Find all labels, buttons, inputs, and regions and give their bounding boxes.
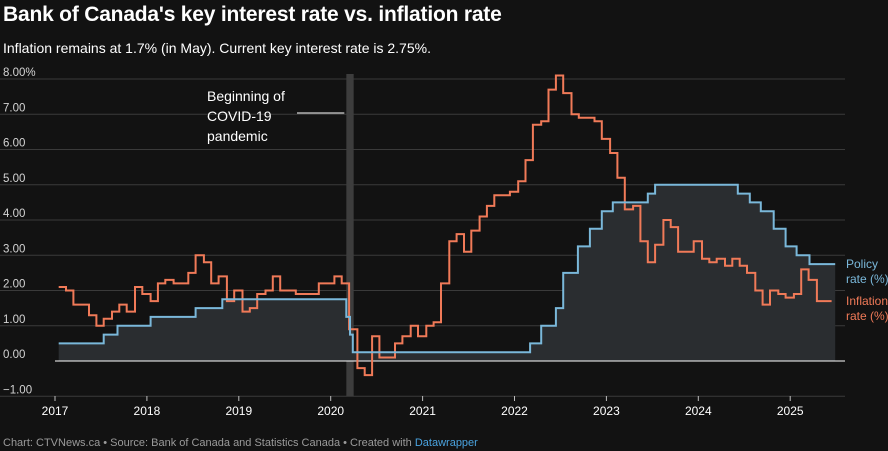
y-tick-label: 5.00 — [3, 173, 25, 185]
x-tick-label: 2024 — [685, 404, 712, 418]
y-tick-label: 2.00 — [3, 279, 25, 291]
y-axis: 8.00% 7.00 6.00 5.00 4.00 3.00 2.00 1.00 0.00 −1.… — [3, 67, 36, 396]
datawrapper-link[interactable]: Datawrapper — [414, 437, 478, 449]
x-tick-label: 2018 — [134, 404, 161, 418]
chart-title: Bank of Canada's key interest rate vs. i… — [3, 3, 502, 26]
inflation-rate-label: rate (%) — [846, 309, 888, 323]
annotation-text: COVID-19 — [207, 108, 272, 124]
inflation-rate-label: Inflation — [846, 294, 888, 308]
annotation-text: Beginning of — [207, 88, 285, 104]
chart-subtitle: Inflation remains at 1.7% (in May). Curr… — [3, 40, 431, 56]
y-tick-label: 4.00 — [3, 208, 25, 220]
x-tick-label: 2025 — [777, 404, 804, 418]
x-tick-label: 2019 — [225, 404, 252, 418]
annotation-text: pandemic — [207, 128, 268, 144]
policy-rate-label: rate (%) — [846, 272, 888, 286]
policy-area — [58, 184, 836, 361]
series-lines — [58, 74, 836, 377]
covid-band — [346, 74, 354, 396]
x-tick-label: 2021 — [409, 404, 436, 418]
y-tick-label: 8.00% — [3, 67, 36, 79]
x-tick-label: 2022 — [501, 404, 528, 418]
x-tick-label: 2017 — [42, 404, 69, 418]
policy-rate-area — [58, 184, 836, 361]
y-tick-label: 6.00 — [3, 138, 25, 150]
x-tick-label: 2020 — [317, 404, 344, 418]
chart-footer: Chart: CTVNews.ca • Source: Bank of Cana… — [3, 437, 478, 449]
y-tick-label: 3.00 — [3, 243, 25, 255]
covid-annotation: Beginning of COVID-19 pandemic — [207, 74, 354, 396]
y-tick-label: 0.00 — [3, 349, 25, 361]
inflation-line — [58, 74, 832, 377]
y-tick-label: −1.00 — [3, 384, 32, 396]
policy-rate-line — [58, 183, 836, 354]
policy-rate-label: Policy — [846, 257, 878, 271]
x-axis: 2017 2018 2019 2020 2021 2022 2023 2024 2025 — [42, 396, 804, 418]
footer-credit: Chart: CTVNews.ca • Source: Bank of Cana… — [3, 437, 415, 449]
x-tick-label: 2023 — [593, 404, 620, 418]
y-tick-label: 1.00 — [3, 314, 25, 326]
y-tick-label: 7.00 — [3, 102, 25, 114]
